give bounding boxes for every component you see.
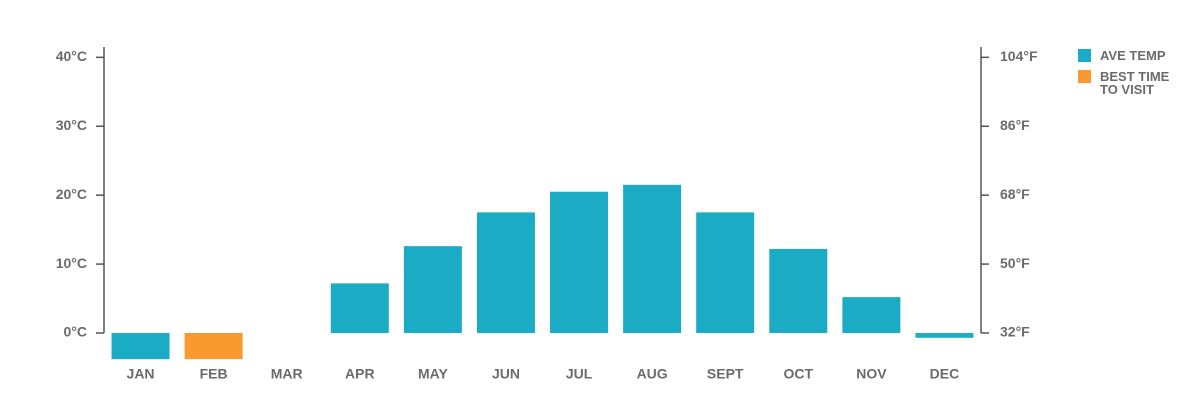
bar — [330, 283, 389, 333]
y-tick-label: 20°C — [56, 186, 87, 202]
y-tick-label: 10°C — [56, 255, 87, 271]
y-tick-label: 30°C — [56, 117, 87, 133]
y-tick-label: 40°C — [56, 48, 87, 64]
x-tick-label: NOV — [856, 366, 887, 382]
bar — [476, 212, 535, 333]
legend-item: AVE TEMP — [1078, 49, 1188, 62]
bar — [403, 246, 462, 333]
x-tick-label: OCT — [784, 366, 814, 382]
x-tick-label: MAY — [418, 366, 448, 382]
bar — [915, 332, 974, 338]
y2-tick-label: 104°F — [1000, 48, 1038, 64]
y-tick-label: 0°C — [64, 324, 88, 340]
x-tick-label: DEC — [930, 366, 960, 382]
x-tick-label: JUL — [566, 366, 593, 382]
bar — [184, 332, 243, 360]
bar — [550, 191, 609, 333]
x-tick-label: FEB — [200, 366, 228, 382]
bar — [623, 184, 682, 333]
bar — [696, 212, 755, 333]
y2-tick-label: 50°F — [1000, 255, 1030, 271]
x-tick-label: MAR — [271, 366, 303, 382]
legend: AVE TEMP BEST TIME TO VISIT — [1078, 49, 1188, 104]
chart: 0°C 10°C 20°C 30°C 40°C 32°F 50°F 68°F 86°F 104°F… — [56, 47, 1038, 382]
legend-swatch — [1078, 49, 1091, 62]
y2-tick-label: 32°F — [1000, 324, 1030, 340]
legend-item: BEST TIME TO VISIT — [1078, 70, 1188, 96]
y2-tick-label: 86°F — [1000, 117, 1030, 133]
x-tick-label: JUN — [492, 366, 520, 382]
x-tick-label: SEPT — [707, 366, 744, 382]
bar — [111, 332, 170, 360]
legend-label: AVE TEMP — [1100, 48, 1166, 63]
x-tick-label: JAN — [127, 366, 155, 382]
legend-label: BEST TIME TO VISIT — [1100, 69, 1170, 97]
bar — [842, 297, 901, 333]
bar — [769, 248, 828, 333]
x-tick-label: AUG — [637, 366, 668, 382]
legend-swatch — [1078, 70, 1091, 83]
x-tick-label: APR — [345, 366, 375, 382]
y2-tick-label: 68°F — [1000, 186, 1030, 202]
